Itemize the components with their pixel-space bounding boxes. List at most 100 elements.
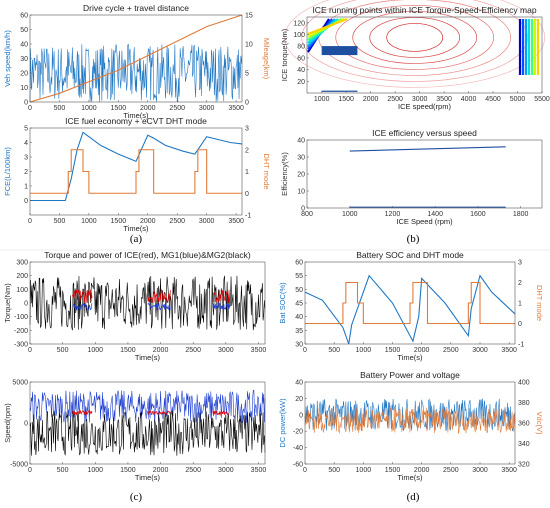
x-tick-label: 4500	[485, 96, 501, 103]
x-tick-label: 0	[28, 105, 32, 112]
chart-d2: 0 500 1000 1500 2000 2500 3000 3500 -60 -40 -20 0 20…	[278, 370, 544, 482]
series-0	[349, 146, 506, 152]
y-tick-label: 5	[24, 126, 28, 133]
series-1	[304, 407, 516, 435]
x-axis-label: ICE Speed (rpm)	[396, 217, 453, 226]
x-tick-label: 3000	[472, 347, 488, 354]
x-tick-label: 0	[28, 218, 32, 225]
x-tick-label: 2500	[185, 467, 201, 474]
y-tick-label: 0	[24, 100, 28, 107]
x-tick-label: 4000	[461, 96, 477, 103]
chart-b1: 1000 1500 2000 2500 3000 3500 4000 4500 5000 5500…	[280, 0, 550, 111]
x-tick-label: 3500	[251, 467, 267, 474]
efficiency-contour	[386, 23, 444, 52]
x-tick-label: 1500	[385, 467, 401, 474]
x-axis-label: Time(s)	[397, 353, 423, 362]
y-tick-label: 0	[299, 412, 303, 419]
series-ICE	[147, 288, 171, 303]
x-tick-label: 0	[303, 467, 307, 474]
x-tick-label: 1000	[87, 347, 103, 354]
y-tick-label: 40	[295, 380, 303, 387]
x-tick-label: 1600	[470, 211, 486, 218]
y-axis-label: Torque(Nm)	[3, 283, 12, 323]
series-MG1	[29, 389, 266, 424]
x-tick-label: 1500	[120, 467, 136, 474]
x-tick-label: 3000	[199, 218, 215, 225]
series-0	[30, 131, 243, 202]
y-tick-label: 2	[24, 169, 28, 176]
y-tick-label: 5000	[12, 380, 28, 387]
y-tick-label: 100	[293, 32, 305, 39]
y-tick-label: 50	[295, 287, 303, 294]
series-ICE	[72, 409, 93, 416]
x-tick-label: 2000	[414, 347, 430, 354]
y-axis-label: FCE(L/100km)	[3, 147, 12, 196]
y2-axis-label: Vdc(V)	[535, 412, 544, 435]
x-tick-label: 2000	[140, 218, 156, 225]
x-tick-label: 500	[57, 347, 69, 354]
series-ICE	[147, 410, 171, 416]
y-tick-label: 30	[20, 56, 28, 63]
y2-tick-label: 0	[245, 191, 249, 198]
x-tick-label: 3000	[412, 96, 428, 103]
x-tick-label: 800	[301, 211, 313, 218]
x-tick-label: 0	[28, 467, 32, 474]
y-tick-label: 45	[295, 301, 303, 308]
y2-tick-label: 0	[245, 100, 249, 107]
x-tick-label: 3500	[228, 218, 244, 225]
series-0	[304, 274, 516, 345]
y-tick-label: 1	[24, 184, 28, 191]
x-tick-label: 2500	[169, 218, 185, 225]
y-tick-label: 40	[297, 67, 305, 74]
x-tick-label: 1000	[356, 347, 372, 354]
series-1	[305, 281, 515, 325]
x-tick-label: 5500	[534, 96, 550, 103]
caption-b: (b)	[407, 233, 420, 245]
chart-a2: 0 500 1000 1500 2000 2500 3000 3500 0 1 2 3 4 5 -1 0 1 2 3…	[3, 116, 271, 233]
y-tick-label: -60	[293, 462, 303, 469]
y-tick-label: 200	[16, 273, 28, 280]
y2-axis-label: DHT mode	[535, 285, 544, 321]
y-tick-label: 0	[24, 421, 28, 428]
series-ICE	[212, 410, 230, 417]
x-tick-label: 500	[54, 218, 66, 225]
y-axis-label: Veh speed(km/h)	[3, 30, 12, 87]
y-tick-label: -5000	[10, 462, 28, 469]
x-tick-label: 1000	[87, 467, 103, 474]
y-axis-label: Bat SOC(%)	[278, 282, 287, 324]
series-MG2	[29, 410, 266, 456]
chart-title: Torque and power of ICE(red), MG1(blue)&…	[44, 250, 251, 260]
efficiency-band	[307, 17, 540, 75]
x-tick-label: 2000	[414, 467, 430, 474]
chart-title: Battery Power and voltage	[360, 370, 460, 380]
y-axis-label: ICE torque(Nm)	[280, 28, 289, 81]
plot-area	[30, 15, 242, 102]
y-tick-label: 55	[295, 273, 303, 280]
y2-tick-label: 400	[518, 380, 530, 387]
x-tick-label: 1500	[111, 105, 127, 112]
y2-tick-label: -1	[245, 213, 251, 220]
efficiency-contour	[301, 0, 529, 82]
y-tick-label: 0	[301, 206, 305, 213]
y-tick-label: 3	[24, 155, 28, 162]
x-axis-label: Time(s)	[123, 224, 149, 233]
y-tick-label: 60	[297, 55, 305, 62]
y-tick-label: 10	[297, 189, 305, 196]
y-tick-label: 60	[295, 260, 303, 267]
y-tick-label: 20	[20, 71, 28, 78]
y-tick-label: 4	[24, 140, 28, 147]
chart-b2: 800 1000 1200 1400 1600 1800 0 10 20 30 40 ICE effi…	[280, 128, 543, 226]
y2-tick-label: 2	[518, 280, 522, 287]
x-tick-label: 2000	[153, 347, 169, 354]
x-tick-label: 0	[303, 347, 307, 354]
y2-tick-label: 0	[518, 321, 522, 328]
x-tick-label: 3500	[436, 96, 452, 103]
efficiency-contour	[318, 0, 512, 76]
caption-d: (d)	[407, 491, 420, 503]
x-tick-label: 3500	[228, 105, 244, 112]
chart-title: ICE fuel economy + eCVT DHT mode	[65, 116, 207, 126]
x-tick-label: 500	[54, 105, 66, 112]
y-tick-label: 50	[20, 27, 28, 34]
x-tick-label: 1000	[81, 218, 97, 225]
